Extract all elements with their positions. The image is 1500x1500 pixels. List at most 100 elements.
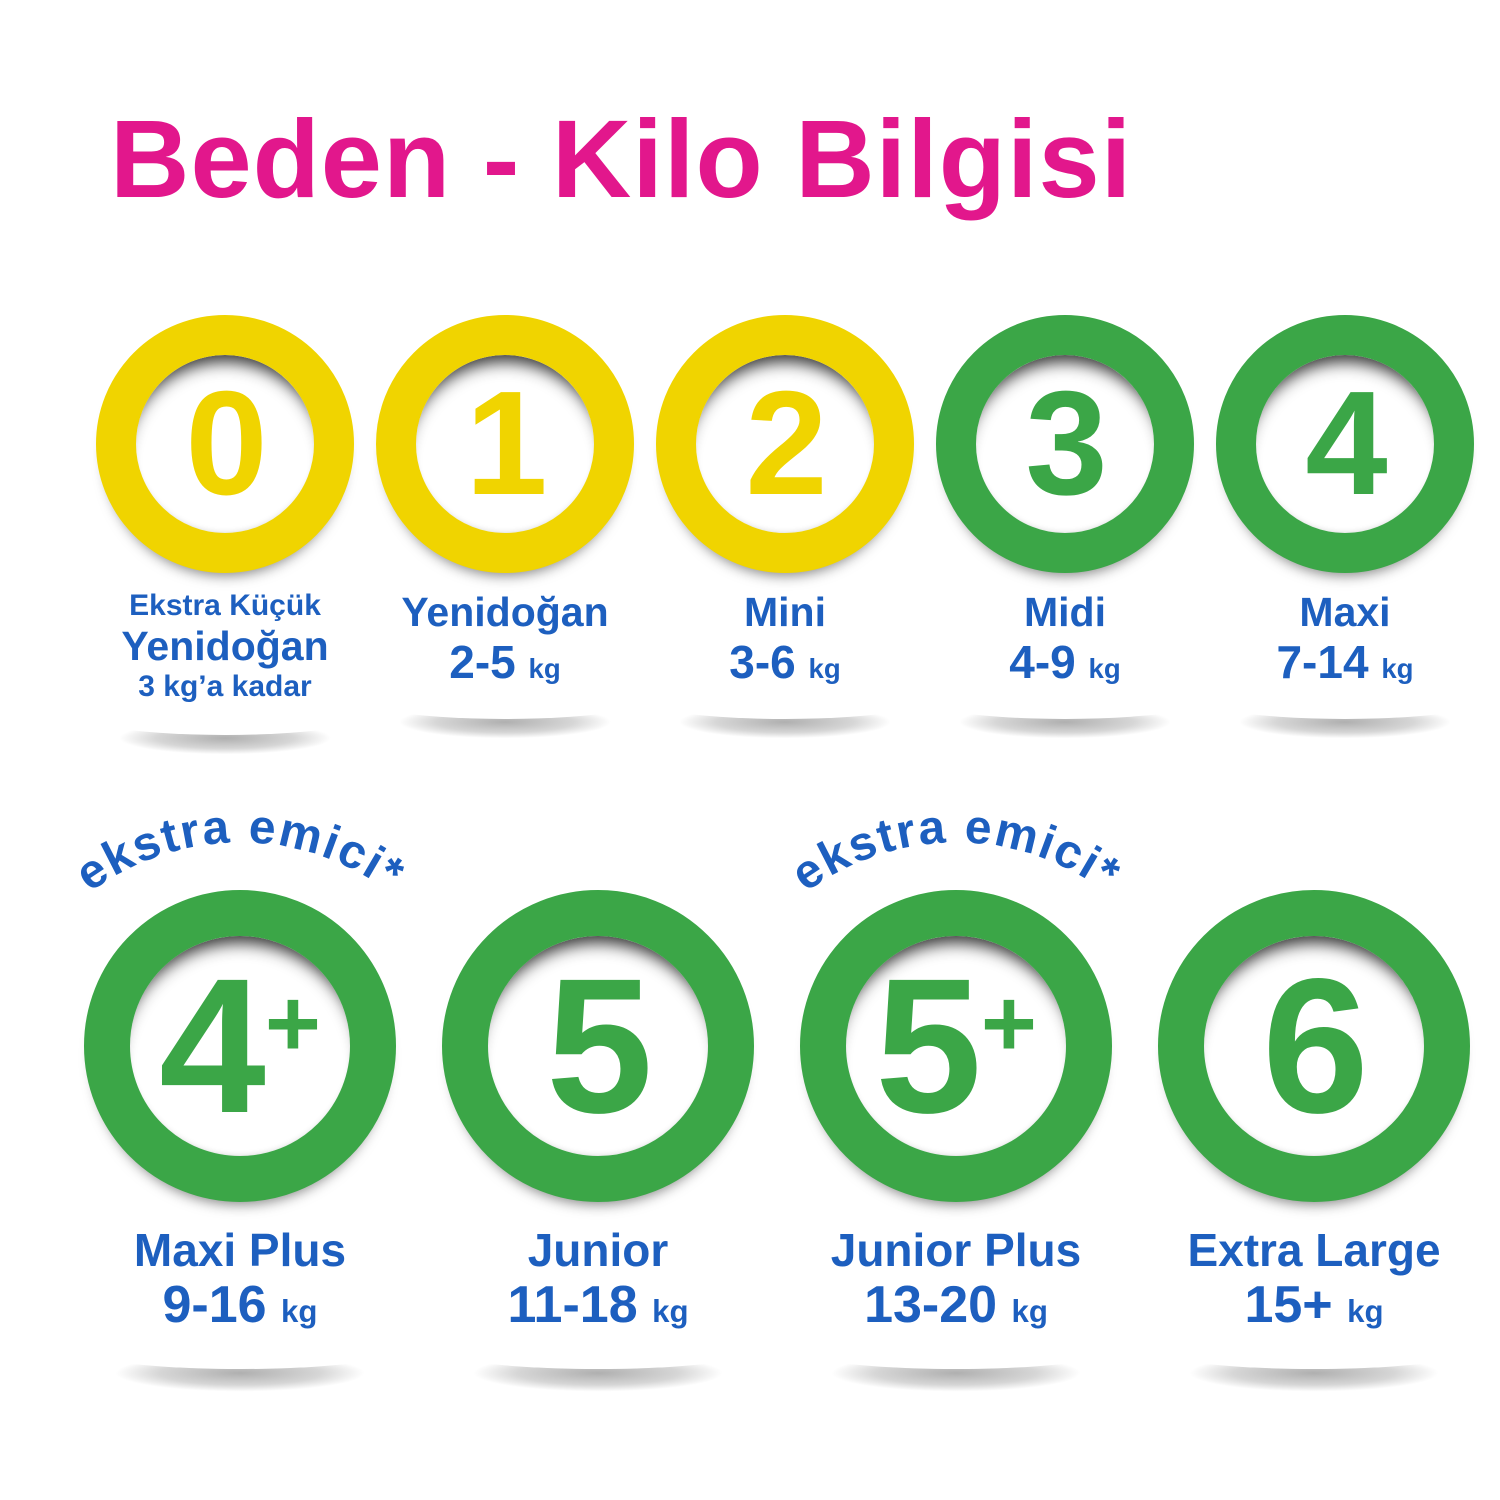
size-0-labels: Ekstra Küçük Yenidoğan 3 kg’a kadar [121,589,328,704]
size-2-circle: 2 [656,315,914,573]
size-1-weight-range: 2-5 [449,635,516,688]
size-0-weight-note: 3 kg’a kadar [138,669,312,703]
size-5-name: Junior [527,1224,669,1276]
size-4-circle: 4 [1216,315,1474,573]
size-3-weight-unit: kg [1088,652,1121,684]
shadow-white-cap [642,696,928,719]
size-5-weight-range: 11-18 [507,1276,638,1335]
size-row-top: 0 Ekstra Küçük Yenidoğan 3 kg’a kadar 1 … [82,315,1488,761]
size-1-weight-unit: kg [528,652,561,684]
size-3-name: Midi [1024,589,1106,635]
size-0-name: Yenidoğan [121,623,329,670]
size-5-circle: 5 [442,890,754,1202]
size-0-number: 0 [185,370,267,518]
size-1-labels: Yenidoğan 2-5 kg [401,589,608,688]
size-5plus-weight: 13-20 kg [831,1276,1081,1335]
size-4plus-weight: 9-16 kg [134,1276,346,1335]
size-4-weight: 7-14 kg [1276,636,1413,688]
size-2-weight: 3-6 kg [729,636,840,688]
size-5plus-name: Junior Plus [830,1224,1082,1276]
size-5-digit: 5 [546,938,653,1153]
size-6-labels: Extra Large 15+ kg [1187,1224,1440,1336]
size-item-6: 6 Extra Large 15+ kg [1139,890,1489,1398]
svg-text:ekstra emici*: ekstra emici* [66,800,414,901]
shadow-white-cap [362,696,648,719]
size-6-weight: 15+ kg [1187,1276,1440,1335]
size-5-labels: Junior 11-18 kg [508,1224,689,1336]
size-0-pre-name: Ekstra Küçük [129,589,321,622]
size-3-number: 3 [1025,370,1107,518]
size-6-weight-range: 15+ [1244,1276,1333,1335]
size-item-4: 4 Maxi 7-14 kg [1202,315,1488,760]
ground-shadow [1146,1343,1482,1398]
size-2-weight-unit: kg [808,652,841,684]
shadow-white-cap [1202,696,1488,719]
size-4-weight-range: 7-14 [1276,635,1369,688]
svg-text:ekstra emici*: ekstra emici* [782,800,1130,901]
size-4-digit: 4 [1305,361,1387,526]
size-6-circle: 6 [1158,890,1470,1202]
size-1-circle: 1 [376,315,634,573]
size-3-weight: 4-9 kg [1009,636,1120,688]
ground-shadow [72,1343,408,1398]
ground-shadow [82,712,368,761]
size-row-bottom: ekstra emici* 4+ Maxi Plus 9-16 kg 5 Jun… [65,800,1489,1398]
size-2-number: 2 [745,370,827,518]
shadow-white-cap [82,712,368,735]
size-5plus-weight-range: 13-20 [864,1276,998,1335]
size-4plus-weight-range: 9-16 [162,1276,267,1335]
size-6-weight-unit: kg [1347,1294,1384,1330]
size-5plus-digit: 5 [875,938,982,1153]
size-2-labels: Mini 3-6 kg [729,589,840,688]
size-2-name: Mini [744,589,826,635]
size-1-name: Yenidoğan [401,589,609,635]
size-5plus-labels: Junior Plus 13-20 kg [831,1224,1081,1336]
size-5-weight: 11-18 kg [508,1276,689,1335]
size-item-5plus: ekstra emici* 5+ Junior Plus 13-20 kg [781,800,1131,1398]
ground-shadow [1202,696,1488,745]
size-3-circle: 3 [936,315,1194,573]
size-item-0: 0 Ekstra Küçük Yenidoğan 3 kg’a kadar [82,315,368,761]
size-1-number: 1 [465,370,547,518]
size-5-number: 5 [546,950,653,1142]
size-item-1: 1 Yenidoğan 2-5 kg [362,315,648,760]
ground-shadow [788,1343,1124,1398]
shadow-white-cap [922,696,1208,719]
arc-text-label: ekstra emici* [66,800,412,901]
size-4plus-weight-unit: kg [281,1294,318,1330]
size-5-weight-unit: kg [652,1294,689,1330]
size-1-digit: 1 [465,361,547,526]
size-3-labels: Midi 4-9 kg [1009,589,1120,688]
size-6-number: 6 [1262,950,1369,1142]
ground-shadow [362,696,648,745]
size-2-weight-range: 3-6 [729,635,796,688]
size-4-number: 4 [1305,370,1387,518]
size-6-digit: 6 [1262,938,1369,1153]
ground-shadow [642,696,928,745]
size-2-digit: 2 [745,361,827,526]
size-4-name: Maxi [1299,589,1391,635]
size-5plus-number: 5+ [875,950,1037,1142]
ground-shadow [922,696,1208,745]
size-4plus-labels: Maxi Plus 9-16 kg [134,1224,346,1336]
size-1-weight: 2-5 kg [401,636,608,688]
size-5plus-circle: 5+ [800,890,1112,1202]
size-4plus-number: 4+ [159,950,321,1142]
size-3-digit: 3 [1025,361,1107,526]
size-4plus-circle: 4+ [84,890,396,1202]
page-title: Beden - Kilo Bilgisi [110,98,1133,221]
size-0-circle: 0 [96,315,354,573]
size-4-weight-unit: kg [1381,652,1414,684]
size-4plus-name: Maxi Plus [133,1224,347,1276]
size-item-2: 2 Mini 3-6 kg [642,315,928,760]
size-5plus-plus: + [980,970,1037,1078]
size-4plus-digit: 4 [159,938,266,1153]
size-3-weight-range: 4-9 [1009,635,1076,688]
size-item-4plus: ekstra emici* 4+ Maxi Plus 9-16 kg [65,800,415,1398]
ground-shadow [430,1343,766,1398]
size-6-name: Extra Large [1187,1224,1441,1276]
size-4-labels: Maxi 7-14 kg [1276,589,1413,688]
size-item-3: 3 Midi 4-9 kg [922,315,1208,760]
size-0-digit: 0 [185,361,267,526]
arc-text-label: ekstra emici* [782,800,1128,901]
